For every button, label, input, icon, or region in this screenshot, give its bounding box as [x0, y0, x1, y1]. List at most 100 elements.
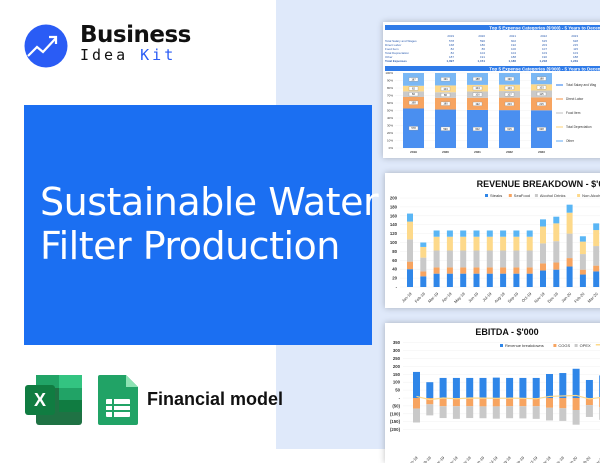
legend-label: Direct Labor [566, 97, 584, 101]
x-tick-label: Mar-20 [592, 455, 600, 463]
bar [573, 398, 580, 410]
x-tick-label: Nov-19 [533, 291, 546, 304]
data-label: 578 [411, 126, 416, 130]
stacked-bar-segment [567, 213, 573, 234]
stacked-bar-segment [474, 230, 480, 236]
data-label: 107 [507, 92, 512, 96]
data-label: 103 [507, 86, 512, 90]
y-tick-label: 200 [390, 196, 398, 201]
y-tick-label: 70% [387, 94, 393, 98]
legend-label: COGS [558, 343, 570, 348]
legend-swatch [509, 194, 512, 197]
stacked-bar-segment [593, 246, 599, 266]
y-tick-label: (150) [390, 419, 401, 424]
y-tick-label: 180 [390, 204, 398, 209]
x-tick-label: Jan-20 [566, 455, 579, 463]
y-tick-label: 80 [392, 249, 397, 254]
y-tick-label: 160 [390, 213, 398, 218]
y-tick-label: 40 [392, 267, 397, 272]
x-tick-label: Feb-19 [420, 455, 433, 463]
bar [440, 378, 447, 398]
x-tick-label: Oct-19 [526, 455, 539, 463]
x-tick-label: Feb-19 [414, 291, 427, 304]
x-tick-label: Oct-19 [520, 291, 533, 304]
title-line-2: Filter Production [40, 224, 380, 268]
excel-icon: X [24, 374, 84, 426]
stacked-bar-segment [540, 243, 546, 263]
x-tick-label: Jul-19 [487, 455, 499, 463]
y-tick-label: 100 [393, 380, 401, 385]
legend-swatch [575, 344, 578, 347]
table-column-header: 2020 [478, 34, 485, 38]
stacked-bar-segment [434, 274, 440, 287]
stacked-bar-segment [580, 236, 586, 241]
bar [466, 406, 473, 418]
stacked-bar-segment [447, 267, 453, 273]
bar [506, 406, 513, 418]
bar [546, 408, 553, 421]
bar [546, 398, 553, 408]
bar [573, 369, 580, 398]
chart-title: Top 5 Expense Categories ($'000) - 5 Yea… [489, 66, 600, 71]
y-tick-label: 50% [387, 109, 393, 113]
data-label: 628 [539, 127, 544, 131]
stacked-bar-segment [527, 251, 533, 268]
stacked-bar-segment [500, 230, 506, 236]
y-tick-label: 20% [387, 131, 393, 135]
legend-swatch [500, 344, 503, 347]
table-column-header: 2019 [447, 34, 454, 38]
data-label: 203 [507, 102, 512, 106]
legend-swatch [535, 194, 538, 197]
data-label: 104 [443, 87, 448, 91]
google-sheets-icon [97, 374, 139, 426]
y-tick-label: 250 [393, 356, 401, 361]
y-tick-label: 200 [393, 364, 401, 369]
stacked-bar-segment [500, 267, 506, 273]
y-tick-label: 10% [387, 139, 393, 143]
bar [573, 410, 580, 425]
y-tick-label: 80% [387, 86, 393, 90]
x-tick-label: Sep-19 [512, 455, 525, 463]
table-row-label: Total Expenses [385, 59, 407, 63]
stacked-bar-segment [407, 269, 413, 287]
bar [413, 372, 420, 398]
stacked-bar-segment [474, 237, 480, 251]
x-tick-label: Jan-20 [560, 291, 573, 304]
x-tick-label: Nov-19 [539, 455, 552, 463]
stacked-bar-segment [553, 270, 559, 287]
y-tick-label: 30% [387, 124, 393, 128]
x-tick-label: Mar-19 [427, 291, 440, 304]
y-tick-label: (100) [390, 411, 401, 416]
bar [559, 408, 566, 421]
bar [533, 378, 540, 398]
x-tick-label: 2022 [506, 150, 513, 154]
stacked-bar-segment [434, 267, 440, 273]
y-tick-label: - [399, 396, 401, 401]
bar [559, 373, 566, 398]
table-cell: 1,249 [570, 59, 578, 63]
x-tick-label: Jun-19 [473, 455, 486, 463]
x-tick-label: May-19 [453, 291, 467, 305]
stacked-bar-segment [460, 274, 466, 287]
stacked-bar-segment [420, 243, 426, 247]
chart-title: REVENUE BREAKDOWN - $'0 [477, 179, 600, 189]
data-label: 180 [443, 102, 448, 106]
stacked-bar-segment [460, 267, 466, 273]
bar [480, 406, 487, 418]
financial-model-label: Financial model [147, 389, 283, 410]
table-column-header: 2022 [540, 34, 547, 38]
data-label: 187 [411, 77, 416, 81]
stacked-bar-segment [580, 254, 586, 270]
stacked-bar-segment [553, 241, 559, 262]
stacked-bar-segment [420, 271, 426, 276]
bar [440, 398, 447, 406]
data-label: 115 [539, 92, 544, 96]
x-tick-label: Apr-19 [447, 455, 460, 463]
y-tick-label: 350 [393, 340, 401, 345]
stacked-bar-segment [460, 251, 466, 268]
stacked-bar-segment [447, 237, 453, 251]
legend-label: Other [566, 139, 575, 143]
stacked-bar-segment [527, 274, 533, 287]
stacked-bar-segment [407, 222, 413, 240]
